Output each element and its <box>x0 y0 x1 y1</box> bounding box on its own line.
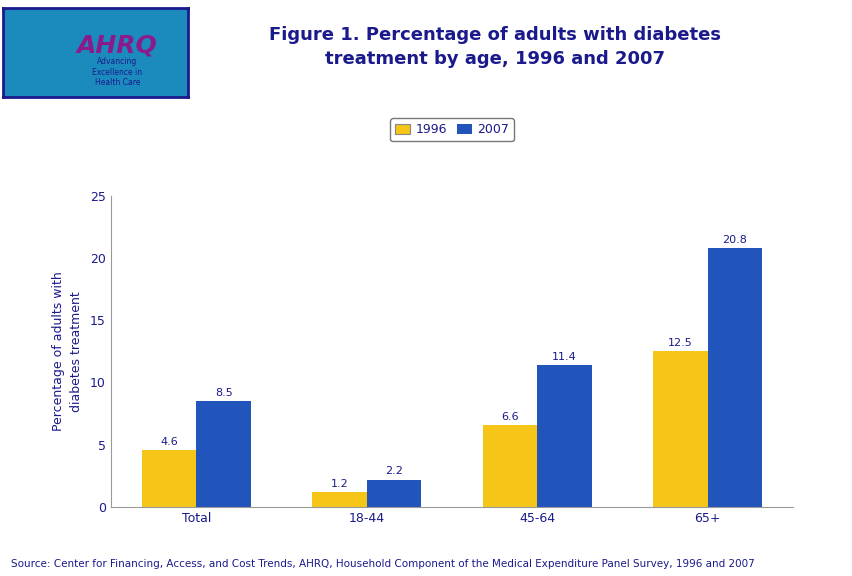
Text: 1.2: 1.2 <box>331 479 348 489</box>
Text: Source: Center for Financing, Access, and Cost Trends, AHRQ, Household Component: Source: Center for Financing, Access, an… <box>11 559 754 569</box>
Text: 6.6: 6.6 <box>501 412 518 422</box>
Bar <box>141 450 196 507</box>
Text: 2.2: 2.2 <box>385 467 403 476</box>
Text: Figure 1. Percentage of adults with diabetes
treatment by age, 1996 and 2007: Figure 1. Percentage of adults with diab… <box>268 26 720 67</box>
Bar <box>196 401 250 507</box>
Bar <box>537 365 591 507</box>
Bar <box>482 425 537 507</box>
Bar <box>707 248 762 507</box>
Bar <box>653 351 707 507</box>
Text: AHRQ: AHRQ <box>77 33 158 58</box>
Text: 11.4: 11.4 <box>551 352 576 362</box>
Text: 8.5: 8.5 <box>215 388 233 398</box>
Text: 20.8: 20.8 <box>722 235 746 245</box>
Text: 12.5: 12.5 <box>667 338 692 348</box>
Y-axis label: Percentage of adults with
diabetes treatment: Percentage of adults with diabetes treat… <box>52 271 83 431</box>
Legend: 1996, 2007: 1996, 2007 <box>390 118 513 141</box>
Text: Advancing
Excellence in
Health Care: Advancing Excellence in Health Care <box>92 57 142 87</box>
Bar <box>312 492 366 507</box>
Text: 4.6: 4.6 <box>160 437 178 446</box>
Bar <box>366 479 421 507</box>
